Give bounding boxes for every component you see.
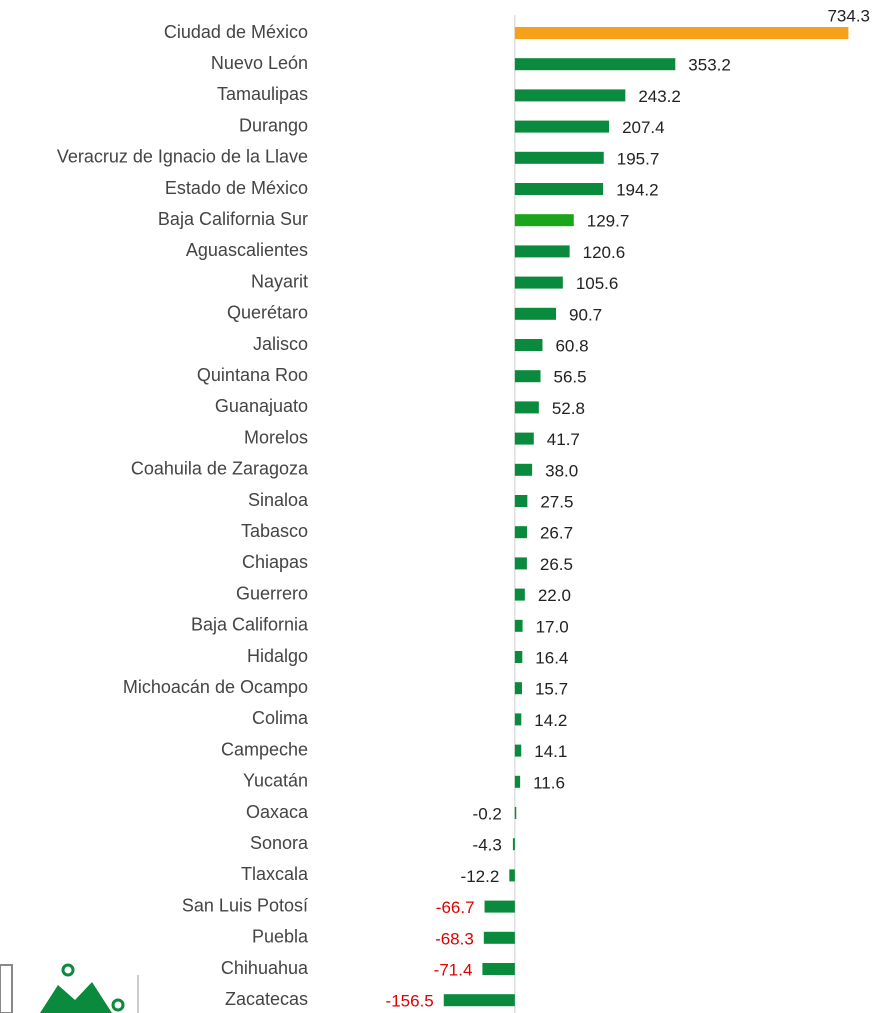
category-label: Durango (239, 115, 308, 135)
value-label: 90.7 (569, 305, 602, 324)
bar (514, 58, 676, 71)
category-label: Jalisco (253, 334, 308, 354)
bar (484, 900, 515, 913)
value-label: 22.0 (538, 586, 571, 605)
category-label: Guanajuato (215, 396, 308, 416)
bar (514, 619, 523, 632)
category-label: Tlaxcala (241, 864, 309, 884)
value-label: 14.1 (534, 742, 567, 761)
bar (514, 27, 849, 39)
category-label: Sonora (250, 833, 309, 853)
bar (514, 432, 534, 445)
bar (514, 463, 533, 476)
value-label: 16.4 (535, 648, 568, 667)
bar (514, 713, 522, 726)
bar (483, 931, 515, 944)
category-label: Yucatán (243, 771, 308, 791)
value-label: -66.7 (436, 898, 475, 917)
category-label: Chiapas (242, 552, 308, 572)
category-label: Nayarit (251, 271, 308, 291)
bar (509, 869, 515, 882)
category-label: Quintana Roo (197, 365, 308, 385)
value-label: 207.4 (622, 118, 665, 137)
category-label: Puebla (252, 927, 309, 947)
category-label: Baja California (191, 615, 309, 635)
category-label: Tamaulipas (217, 84, 308, 104)
bar (514, 807, 517, 819)
category-label: Querétaro (227, 303, 308, 323)
value-label: -156.5 (386, 992, 434, 1011)
bar (514, 401, 539, 414)
value-label: -12.2 (461, 867, 500, 886)
value-label: 195.7 (617, 149, 660, 168)
value-label: 14.2 (534, 711, 567, 730)
bar (514, 120, 610, 133)
bar (514, 651, 523, 663)
bar (443, 994, 515, 1007)
category-label: Aguascalientes (186, 240, 308, 260)
bar (514, 682, 522, 695)
value-label: 243.2 (638, 87, 681, 106)
category-label: Nuevo León (211, 53, 308, 73)
value-label: 56.5 (554, 368, 587, 387)
value-label: 15.7 (535, 680, 568, 699)
bar (514, 214, 574, 227)
category-label: Campeche (221, 739, 308, 759)
bar (514, 276, 563, 289)
value-label: 353.2 (688, 56, 731, 75)
value-label: 129.7 (587, 212, 630, 231)
category-label: San Luis Potosí (182, 895, 308, 915)
category-label: Estado de México (165, 178, 308, 198)
value-label: -4.3 (473, 836, 502, 855)
bar (482, 963, 515, 975)
value-label: 60.8 (555, 336, 588, 355)
logo (0, 963, 139, 1013)
category-label: Oaxaca (246, 802, 309, 822)
bar (514, 557, 527, 570)
bar (514, 89, 626, 102)
category-label: Colima (252, 708, 309, 728)
category-label: Guerrero (236, 583, 308, 603)
bar (514, 183, 604, 195)
value-label: 105.6 (576, 274, 619, 293)
category-label: Tabasco (241, 521, 308, 541)
category-label: Zacatecas (225, 989, 308, 1009)
bar (512, 838, 515, 851)
value-label: 734.3 (827, 6, 870, 25)
value-label: 38.0 (545, 461, 578, 480)
category-label: Veracruz de Ignacio de la Llave (57, 147, 308, 167)
value-label: 26.5 (540, 555, 573, 574)
bar (514, 495, 528, 507)
value-label: 17.0 (536, 617, 569, 636)
value-label: 120.6 (583, 243, 626, 262)
bar (514, 151, 604, 164)
bar (514, 307, 557, 320)
value-label: -71.4 (434, 960, 473, 979)
category-label: Hidalgo (247, 646, 308, 666)
category-label: Ciudad de México (164, 22, 308, 42)
bar (514, 245, 570, 258)
category-label: Morelos (244, 427, 308, 447)
category-label: Baja California Sur (158, 209, 308, 229)
bar (514, 588, 525, 601)
value-label: 52.8 (552, 399, 585, 418)
bar (514, 526, 527, 539)
value-label: -68.3 (435, 929, 474, 948)
value-label: -0.2 (473, 804, 502, 823)
bar (514, 370, 541, 383)
value-label: 41.7 (547, 430, 580, 449)
value-label: 26.7 (540, 524, 573, 543)
category-label: Coahuila de Zaragoza (131, 459, 309, 479)
category-label: Sinaloa (248, 490, 309, 510)
bar (514, 775, 521, 788)
category-label: Chihuahua (221, 958, 309, 978)
value-label: 194.2 (616, 180, 659, 199)
bar (514, 744, 522, 757)
value-label: 11.6 (533, 773, 565, 792)
value-label: 27.5 (540, 492, 573, 511)
bar (514, 339, 543, 351)
category-label: Michoacán de Ocampo (123, 677, 308, 697)
